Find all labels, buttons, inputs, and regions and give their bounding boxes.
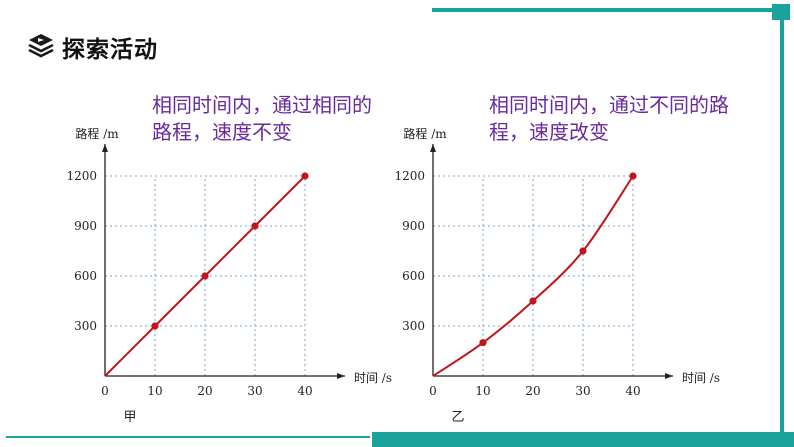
left-y-tick-label: 1200 (66, 169, 97, 183)
left-x-tick-label: 10 (147, 384, 162, 398)
left-x-axis-arrow (337, 373, 345, 379)
annotation-right-line-1: 相同时间内，通过不同的路 (489, 93, 729, 117)
left-x-tick-label: 20 (197, 384, 212, 398)
annotation-left: 相同时间内，通过相同的 路程，速度不变 (152, 92, 422, 146)
left-y-tick-label: 600 (74, 269, 97, 283)
right-data-point (479, 339, 487, 347)
right-x-tick-label: 40 (625, 384, 640, 398)
bottom-accent-band (372, 432, 794, 447)
page-title: 探索活动 (62, 37, 158, 63)
right-y-tick-label: 1200 (394, 169, 425, 183)
left-data-point (151, 322, 159, 330)
annotation-right: 相同时间内，通过不同的路 程，速度改变 (489, 92, 789, 146)
right-y-axis-arrow (430, 144, 436, 152)
left-x-tick-label: 30 (247, 384, 262, 398)
right-x-tick-label: 20 (525, 384, 540, 398)
right-y-axis-label: 路程 /m (403, 126, 447, 141)
right-x-axis-arrow (665, 373, 673, 379)
right-data-point (629, 172, 637, 180)
annotation-right-line-2: 程，速度改变 (489, 120, 609, 144)
stacked-layers-icon (26, 30, 56, 60)
left-x-tick-label: 40 (297, 384, 312, 398)
right-y-tick-label: 600 (402, 269, 425, 283)
chart-left-distance-time: 0 10 20 30 40 300 600 900 1200 路程 /m 时间 /s 甲 (66, 126, 392, 425)
annotation-left-line-2: 路程，速度不变 (152, 120, 292, 144)
right-x-axis-label: 时间 /s (682, 371, 720, 385)
left-x-tick-label: 0 (101, 384, 109, 398)
right-y-tick-label: 300 (402, 319, 425, 333)
left-x-axis-label: 时间 /s (354, 371, 392, 385)
left-y-tick-label: 900 (74, 219, 97, 233)
left-y-tick-label: 300 (74, 319, 97, 333)
right-data-point (579, 247, 587, 255)
right-x-tick-label: 30 (575, 384, 590, 398)
right-x-tick-label: 10 (475, 384, 490, 398)
right-data-point (529, 297, 537, 305)
left-data-point (201, 272, 209, 280)
chart-right-distance-time: 0 10 20 30 40 300 600 900 1200 路程 /m 时间 /s 乙 (394, 126, 720, 425)
left-chart-caption: 甲 (123, 410, 136, 425)
left-y-axis-arrow (102, 144, 108, 152)
left-y-axis-label: 路程 /m (75, 126, 119, 141)
right-y-tick-label: 900 (402, 219, 425, 233)
annotation-left-line-1: 相同时间内，通过相同的 (152, 93, 372, 117)
top-right-accent-block (772, 4, 790, 20)
right-chart-caption: 乙 (451, 410, 464, 425)
left-data-point (301, 172, 309, 180)
left-data-point (251, 222, 259, 230)
right-x-tick-label: 0 (429, 384, 437, 398)
